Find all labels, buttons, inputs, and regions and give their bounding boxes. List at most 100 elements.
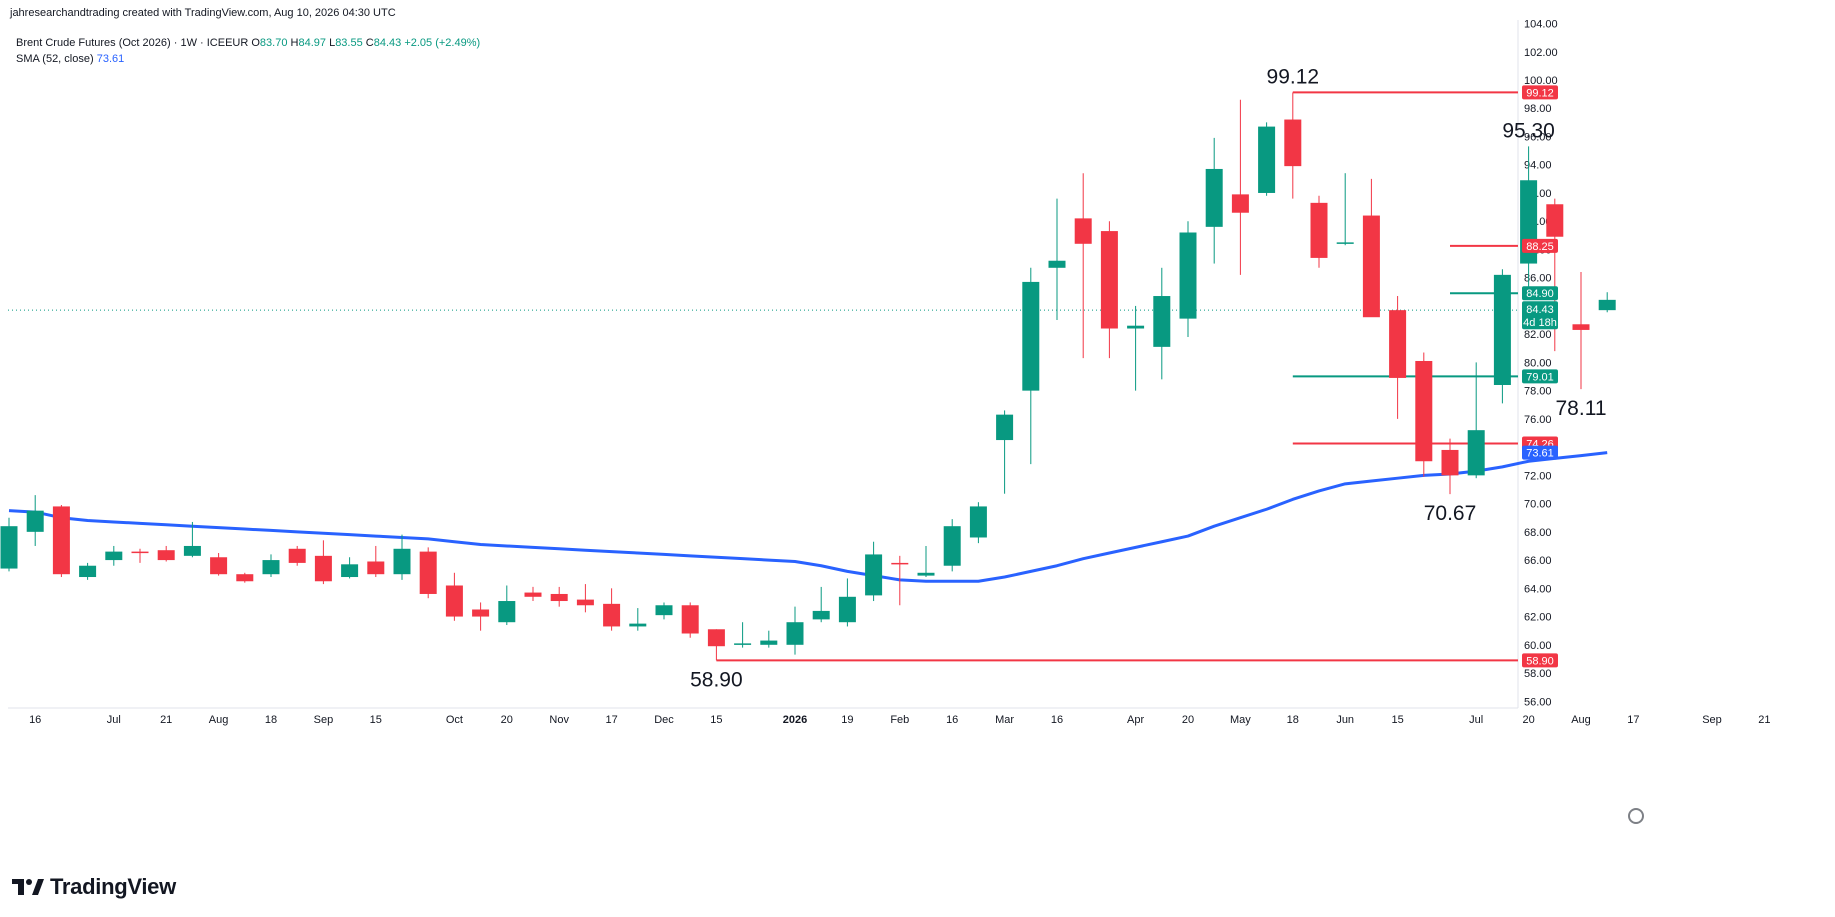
price-annotation: 58.90 xyxy=(690,668,743,691)
low-label: L xyxy=(329,37,336,49)
sma-price-tag: 73.61 xyxy=(1526,448,1554,460)
low-value: 83.55 xyxy=(335,37,363,49)
candle-body xyxy=(1205,168,1223,227)
high-value: 84.97 xyxy=(298,37,326,49)
level-price-tag-bg xyxy=(1522,286,1558,301)
candle-body xyxy=(1074,218,1092,244)
candle-body xyxy=(812,610,830,620)
price-tick-label: 70.00 xyxy=(1524,499,1552,511)
candle-body xyxy=(1310,202,1328,258)
candle-body xyxy=(1546,204,1564,237)
time-tick-label: 16 xyxy=(1051,714,1063,726)
candle-body xyxy=(524,592,542,597)
level-price-tag-bg xyxy=(1522,238,1558,253)
candle-body xyxy=(183,545,201,556)
candle-body xyxy=(1284,119,1302,167)
price-tick-label: 60.00 xyxy=(1524,640,1552,652)
sma-value: 73.61 xyxy=(96,53,125,65)
candle-body xyxy=(1467,430,1485,476)
time-tick-label: Jun xyxy=(1336,714,1354,726)
sma-line xyxy=(8,451,1608,583)
time-tick-label: Feb xyxy=(890,714,909,726)
candle-body xyxy=(681,605,699,634)
time-tick-label: Jul xyxy=(107,714,121,726)
price-tick-label: 102.00 xyxy=(1524,47,1558,59)
candle-body xyxy=(969,506,987,538)
time-tick-label: 20 xyxy=(501,714,513,726)
level-price-tag-bg xyxy=(1522,85,1558,100)
time-tick-label: 15 xyxy=(370,714,382,726)
symbol-label[interactable]: Brent Crude Futures (Oct 2026) · 1W · IC… xyxy=(16,37,249,49)
time-tick-label: 17 xyxy=(1627,714,1639,726)
candle-body xyxy=(498,601,516,623)
time-tick-label: 20 xyxy=(1522,714,1534,726)
level-price-tag: 88.25 xyxy=(1526,241,1554,253)
price-tick-label: 68.00 xyxy=(1524,527,1552,539)
candle-body xyxy=(393,548,411,575)
candle-body xyxy=(210,557,228,575)
price-tick-label: 82.00 xyxy=(1524,329,1552,341)
brand-logo[interactable]: TradingView xyxy=(10,874,176,900)
sma-label[interactable]: SMA (52, close) xyxy=(16,53,94,65)
time-tick-label: 18 xyxy=(265,714,277,726)
candle-body xyxy=(262,560,280,575)
level-price-tag-bg xyxy=(1522,369,1558,384)
candle-body xyxy=(79,565,97,578)
time-tick-label: 21 xyxy=(1758,714,1770,726)
open-value: 83.70 xyxy=(259,37,288,49)
open-label: O xyxy=(251,37,260,49)
price-tick-label: 66.00 xyxy=(1524,555,1552,567)
candle-body xyxy=(996,414,1014,441)
candle-body xyxy=(865,554,883,596)
candle-body xyxy=(341,564,359,578)
level-price-tag: 58.90 xyxy=(1526,655,1554,667)
candle-body xyxy=(1598,299,1616,311)
tradingview-logo-icon xyxy=(12,879,44,895)
candle-body xyxy=(288,548,306,563)
candle-body xyxy=(131,551,149,554)
time-tick-label: Jul xyxy=(1469,714,1483,726)
candle-body xyxy=(786,622,804,645)
candle-body xyxy=(472,609,490,617)
ohlc-row: Brent Crude Futures (Oct 2026) · 1W · IC… xyxy=(16,35,480,51)
close-value: 84.43 xyxy=(373,37,402,49)
time-tick-label: 19 xyxy=(841,714,853,726)
time-tick-label: Dec xyxy=(654,714,674,726)
candle-body xyxy=(367,561,385,575)
price-tick-label: 76.00 xyxy=(1524,414,1552,426)
candle-body xyxy=(1415,360,1433,462)
candle-body xyxy=(1048,260,1066,268)
level-price-tag: 84.90 xyxy=(1526,288,1554,300)
price-tick-label: 78.00 xyxy=(1524,386,1552,398)
time-tick-label: 21 xyxy=(160,714,172,726)
candle-body xyxy=(1572,324,1590,330)
brand-name: TradingView xyxy=(50,874,176,899)
sma-price-tag-bg xyxy=(1522,445,1558,460)
price-tick-label: 104.00 xyxy=(1524,19,1558,31)
candle-body xyxy=(26,510,44,532)
candle-body xyxy=(603,603,621,627)
change-value: +2.05 (+2.49%) xyxy=(404,37,481,49)
candle-body xyxy=(917,572,935,576)
candle-body xyxy=(1362,215,1380,318)
candle-body xyxy=(550,593,568,602)
candle-body xyxy=(1231,194,1249,213)
bar-countdown: 4d 18h xyxy=(1523,317,1557,329)
candle-body xyxy=(760,640,778,645)
candle-body xyxy=(419,551,437,594)
time-tick-label: Sep xyxy=(314,714,334,726)
time-tick-label: May xyxy=(1230,714,1251,726)
price-tick-label: 72.00 xyxy=(1524,470,1552,482)
replay-icon[interactable] xyxy=(1628,808,1644,824)
candle-body xyxy=(576,599,594,606)
sma-row: SMA (52, close) 73.61 xyxy=(16,51,480,67)
candle-body xyxy=(838,596,856,623)
candle-body xyxy=(734,643,752,645)
time-tick-label: 20 xyxy=(1182,714,1194,726)
level-price-tag: 99.12 xyxy=(1526,87,1554,99)
chart-legend: Brent Crude Futures (Oct 2026) · 1W · IC… xyxy=(16,35,480,67)
price-annotation: 95.30 xyxy=(1502,119,1555,142)
time-tick-label: 18 xyxy=(1287,714,1299,726)
time-tick-label: 17 xyxy=(605,714,617,726)
